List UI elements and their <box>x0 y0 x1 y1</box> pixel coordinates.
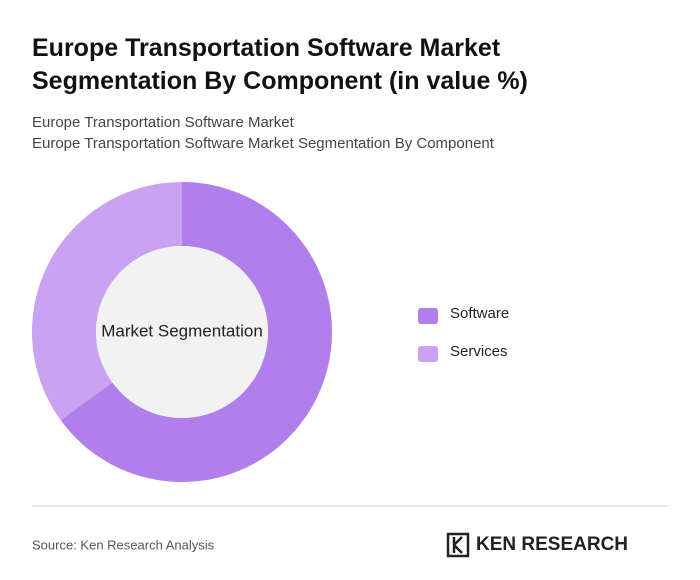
donut-slice <box>60 182 333 483</box>
chart-title: Europe Transportation Software Market Se… <box>32 34 528 95</box>
donut-slice <box>31 182 182 421</box>
brand-logo: KEN RESEARCH <box>446 532 628 558</box>
subtitle: Europe Transportation Software Market Se… <box>32 135 494 152</box>
subtitle: Europe Transportation Software Market <box>32 114 294 131</box>
legend-label: Services <box>450 343 508 360</box>
logo-icon <box>446 532 470 558</box>
center-label: Market Segmentation <box>101 321 263 340</box>
legend-label: Software <box>450 305 509 322</box>
legend-swatch <box>418 308 438 324</box>
logo-icon <box>452 536 463 554</box>
legend-swatch <box>418 346 438 362</box>
donut-hole <box>96 246 268 418</box>
source: Source: Ken Research Analysis <box>32 537 215 552</box>
brand: KEN RESEARCH <box>476 534 628 555</box>
